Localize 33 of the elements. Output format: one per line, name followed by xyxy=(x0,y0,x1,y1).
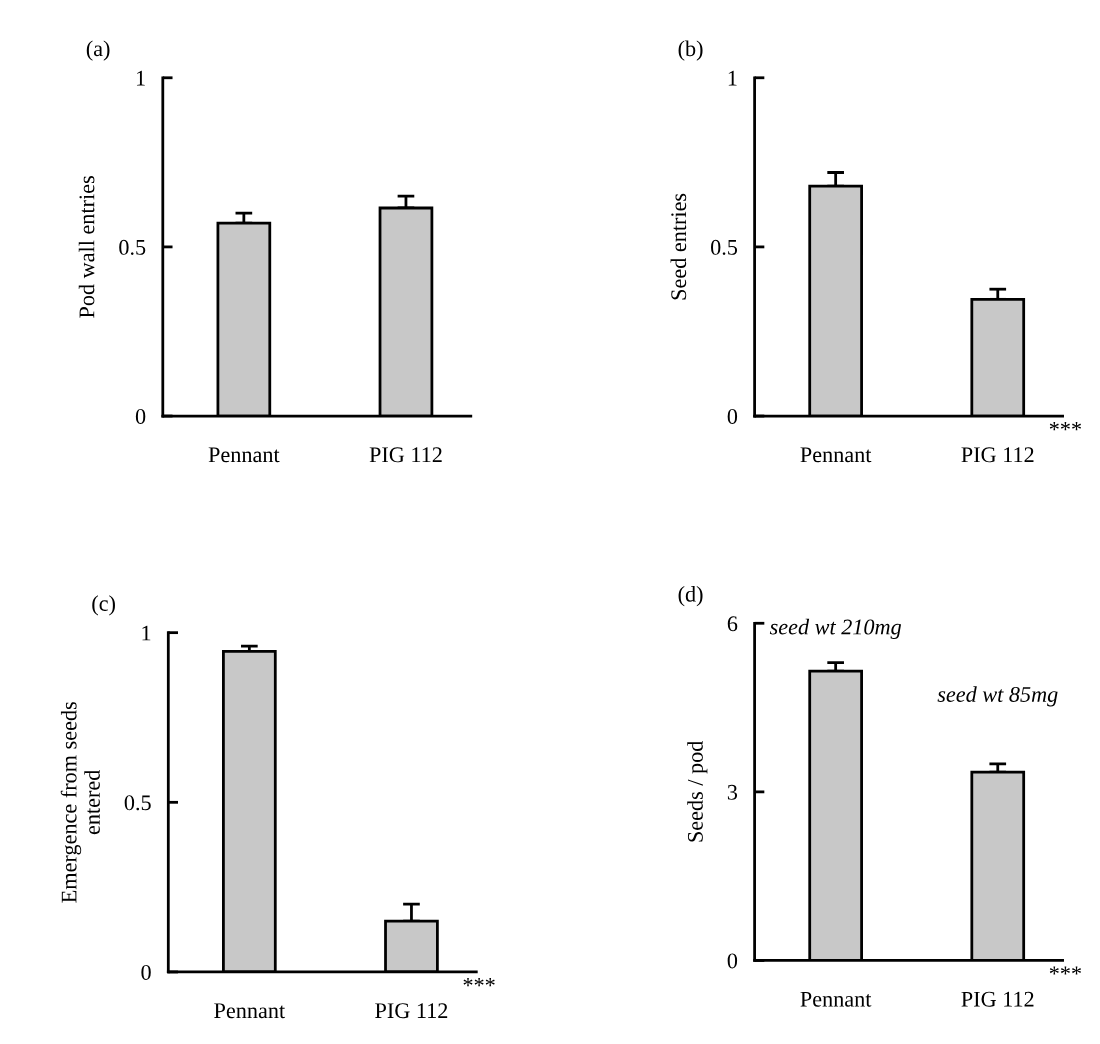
y-tick-label: 0 xyxy=(727,953,738,969)
y-axis-title: Seeds / pod xyxy=(687,740,708,842)
chart-title: (b) xyxy=(678,40,703,61)
y-tick-label: 0 xyxy=(135,408,146,424)
x-tick-label: Pennant xyxy=(208,447,280,463)
x-tick-label: PIG 112 xyxy=(369,447,442,463)
chart-title: (d) xyxy=(678,586,703,607)
chart-title: (a) xyxy=(86,40,110,61)
x-tick-label: PIG 112 xyxy=(961,447,1034,463)
x-tick-label: Pennant xyxy=(800,991,872,1007)
y-tick-label: 0.5 xyxy=(119,239,146,255)
x-tick-label: Pennant xyxy=(214,1003,286,1019)
y-axis-title: Pod wall entries xyxy=(78,176,95,318)
x-tick-label: PIG 112 xyxy=(375,1003,448,1019)
text: *** xyxy=(1049,422,1082,431)
y-tick-label: 1 xyxy=(136,70,145,86)
y-tick-label: 0.5 xyxy=(711,239,738,255)
text: *** xyxy=(1049,966,1082,975)
text: *** xyxy=(463,978,495,987)
y-tick-label: 1 xyxy=(142,625,151,641)
x-tick-label: Pennant xyxy=(800,447,872,463)
y-tick-label: 6 xyxy=(727,616,738,632)
y-axis-title: Seed entries xyxy=(670,193,687,300)
chart-title: (c) xyxy=(92,595,115,616)
y-tick-label: 0.5 xyxy=(124,795,151,811)
y-axis-title: Emergence from seeds entered xyxy=(60,702,100,903)
annotation: seed wt 210mg xyxy=(769,618,902,639)
annotation: seed wt 85mg xyxy=(937,686,1058,707)
x-tick-label: PIG 112 xyxy=(961,991,1034,1007)
y-tick-label: 0 xyxy=(727,408,738,424)
y-tick-label: 0 xyxy=(141,964,151,980)
y-tick-label: 3 xyxy=(727,784,738,800)
y-tick-label: 1 xyxy=(728,70,737,86)
